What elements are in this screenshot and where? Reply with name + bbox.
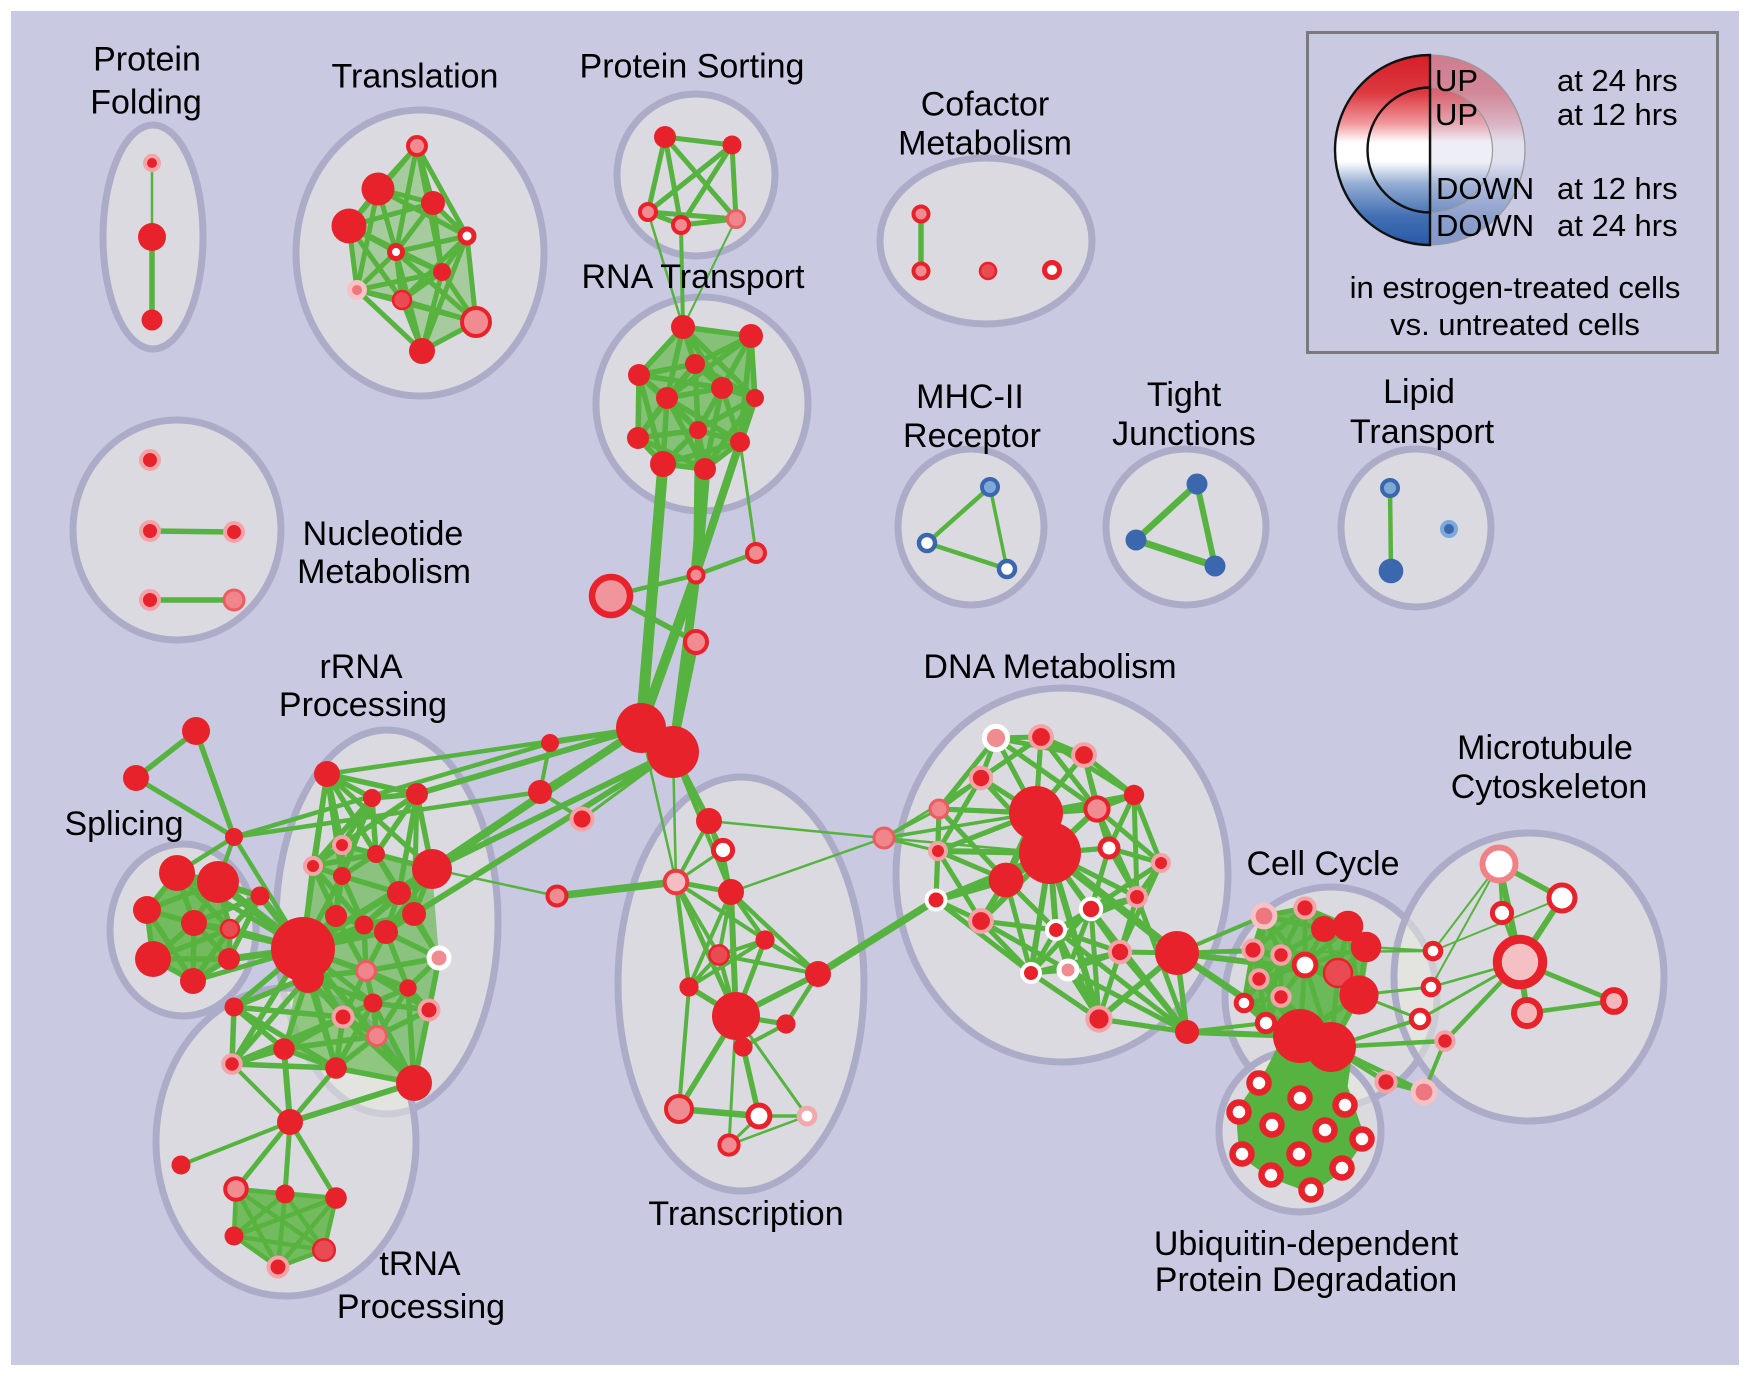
svg-text:Transcription: Transcription (648, 1195, 843, 1233)
svg-text:at 12 hrs: at 12 hrs (1557, 171, 1678, 206)
svg-text:rRNA: rRNA (319, 648, 402, 686)
svg-text:Cofactor: Cofactor (921, 86, 1050, 124)
svg-text:Nucleotide: Nucleotide (303, 515, 464, 553)
svg-text:at 24 hrs: at 24 hrs (1557, 63, 1678, 98)
svg-text:Microtubule: Microtubule (1457, 729, 1633, 767)
svg-text:tRNA: tRNA (379, 1245, 461, 1283)
svg-text:at 24 hrs: at 24 hrs (1557, 208, 1678, 243)
svg-text:DOWN: DOWN (1436, 171, 1534, 206)
svg-text:Metabolism: Metabolism (898, 125, 1072, 163)
svg-text:at 12 hrs: at 12 hrs (1557, 97, 1678, 132)
svg-text:UP: UP (1435, 63, 1478, 98)
svg-text:Tight: Tight (1147, 376, 1222, 414)
svg-text:Protein: Protein (93, 41, 201, 79)
svg-text:Splicing: Splicing (64, 805, 183, 843)
svg-text:Folding: Folding (90, 84, 202, 122)
svg-text:Ubiquitin-dependent: Ubiquitin-dependent (1154, 1225, 1459, 1263)
svg-text:UP: UP (1435, 97, 1478, 132)
svg-text:Receptor: Receptor (903, 417, 1041, 455)
svg-text:MHC-II: MHC-II (916, 378, 1024, 416)
svg-text:Translation: Translation (332, 58, 499, 96)
svg-text:Transport: Transport (1350, 413, 1495, 451)
svg-text:vs. untreated cells: vs. untreated cells (1390, 307, 1640, 342)
svg-text:Cell Cycle: Cell Cycle (1246, 845, 1399, 883)
svg-text:Junctions: Junctions (1112, 415, 1256, 453)
svg-text:DNA Metabolism: DNA Metabolism (923, 648, 1176, 686)
svg-text:Cytoskeleton: Cytoskeleton (1451, 768, 1648, 806)
svg-text:Protein Sorting: Protein Sorting (580, 48, 805, 86)
svg-text:in estrogen-treated cells: in estrogen-treated cells (1350, 270, 1681, 305)
svg-text:Protein Degradation: Protein Degradation (1155, 1261, 1457, 1299)
svg-text:DOWN: DOWN (1436, 208, 1534, 243)
svg-text:Lipid: Lipid (1383, 373, 1455, 411)
svg-text:RNA Transport: RNA Transport (582, 258, 806, 296)
svg-text:Processing: Processing (337, 1288, 505, 1326)
svg-text:Processing: Processing (279, 686, 447, 724)
svg-text:Metabolism: Metabolism (297, 553, 471, 591)
